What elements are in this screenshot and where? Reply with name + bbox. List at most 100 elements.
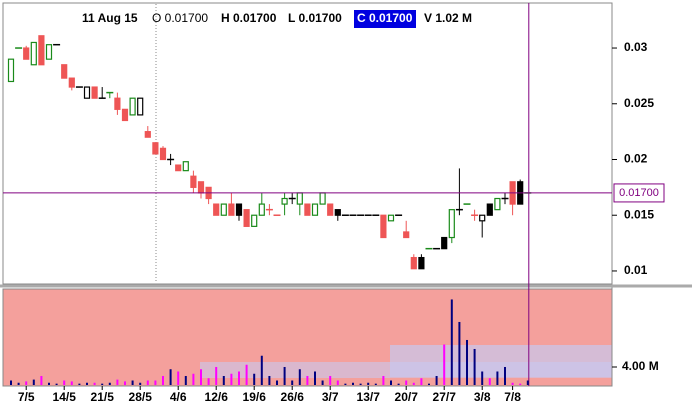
volume-bar (40, 375, 43, 385)
volume-bar (306, 375, 309, 385)
volume-bar (374, 383, 377, 385)
header-close: C 0.01700 (357, 11, 413, 25)
candle-body (251, 214, 258, 227)
volume-bar (420, 378, 423, 385)
volume-bar (504, 366, 506, 385)
y-tick-label: 0.02 (624, 152, 648, 166)
candle-body (213, 203, 220, 216)
candle-body (296, 192, 303, 205)
volume-bar (169, 369, 172, 385)
volume-bar (131, 380, 134, 385)
y-tick-label: 0.025 (624, 96, 654, 110)
volume-bar (63, 380, 66, 385)
volume-bar (321, 380, 324, 385)
volume-bar (329, 375, 332, 385)
candle-body (304, 203, 311, 216)
header-high: H 0.01700 (221, 11, 277, 25)
candle-body (387, 214, 395, 222)
header-low: L 0.01700 (288, 11, 342, 25)
volume-bar (215, 366, 218, 385)
volume-bar (458, 321, 461, 385)
volume-bar (397, 383, 400, 385)
candle-body (410, 256, 417, 270)
volume-bar (222, 375, 225, 385)
crosshair-label: 0.01700 (619, 187, 659, 199)
candle-body (235, 203, 243, 216)
volume-bar (276, 380, 278, 385)
x-tick-label: 28/5 (129, 390, 153, 404)
volume-bar (336, 380, 339, 385)
volume-bar (17, 382, 20, 385)
volume-bar (101, 383, 104, 385)
header-date: 11 Aug 15 (82, 11, 138, 25)
candle-body (61, 64, 68, 79)
candle-body (258, 203, 265, 216)
volume-bar (55, 383, 58, 385)
candle-body (479, 214, 486, 222)
candle-body (190, 175, 197, 188)
candle-body (281, 197, 288, 205)
candle-body (380, 214, 387, 239)
volume-bar (25, 381, 28, 385)
y-tick-label: 4.00 M (622, 359, 659, 373)
volume-bar (245, 364, 248, 385)
candle-body (175, 164, 182, 172)
header-volume: V 1.02 M (424, 11, 472, 25)
candle-body (243, 209, 250, 227)
candle-body (311, 203, 319, 216)
volume-bar (207, 378, 210, 385)
x-tick-label: 26/6 (281, 390, 305, 404)
volume-bar (496, 371, 499, 385)
volume-bar (192, 373, 195, 385)
volume-bar (154, 380, 157, 385)
volume-bar (344, 383, 347, 385)
x-tick-label: 13/7 (357, 390, 381, 404)
volume-bar (230, 373, 233, 385)
volume-bar (124, 381, 126, 385)
candle-body (121, 108, 129, 122)
volume-bar (473, 348, 476, 385)
candle-body (197, 181, 205, 194)
candle-body (159, 147, 167, 161)
volume-bar (314, 371, 316, 385)
candle-body (30, 41, 37, 66)
volume-bar (177, 371, 180, 385)
candle-body (327, 203, 334, 216)
x-tick-label: 4/6 (170, 390, 187, 404)
volume-bar (70, 381, 73, 385)
volume-bar (238, 371, 240, 385)
volume-bar (93, 382, 96, 385)
volume-bar (298, 369, 301, 385)
candle-body (144, 131, 151, 138)
x-tick-label: 14/5 (53, 390, 77, 404)
volume-bar (260, 355, 263, 385)
volume-bar (435, 375, 438, 385)
volume-bar (382, 375, 385, 385)
volume-bar (428, 383, 430, 385)
x-tick-label: 27/7 (433, 390, 457, 404)
volume-bar (268, 375, 271, 385)
candle-body (7, 58, 15, 83)
volume-bar (10, 380, 12, 385)
volume-bar (390, 380, 392, 385)
volume-bar (526, 380, 529, 385)
volume-bar (443, 344, 446, 385)
volume-bar (108, 382, 111, 385)
candle-body (220, 203, 227, 216)
candle-body (182, 161, 189, 172)
candle-body (114, 97, 121, 110)
x-tick-label: 3/8 (474, 390, 491, 404)
volume-bar (162, 375, 164, 385)
volume-bar (481, 371, 484, 385)
candle-body (137, 97, 144, 116)
volume-bar (405, 380, 408, 385)
volume-bar (283, 366, 286, 385)
candle-body (486, 203, 493, 216)
volume-bar (488, 378, 491, 385)
candle-body (91, 86, 98, 99)
volume-bar (450, 299, 453, 385)
candle-body (319, 192, 326, 205)
volume-bar (412, 382, 415, 385)
x-tick-label: 3/7 (322, 390, 339, 404)
